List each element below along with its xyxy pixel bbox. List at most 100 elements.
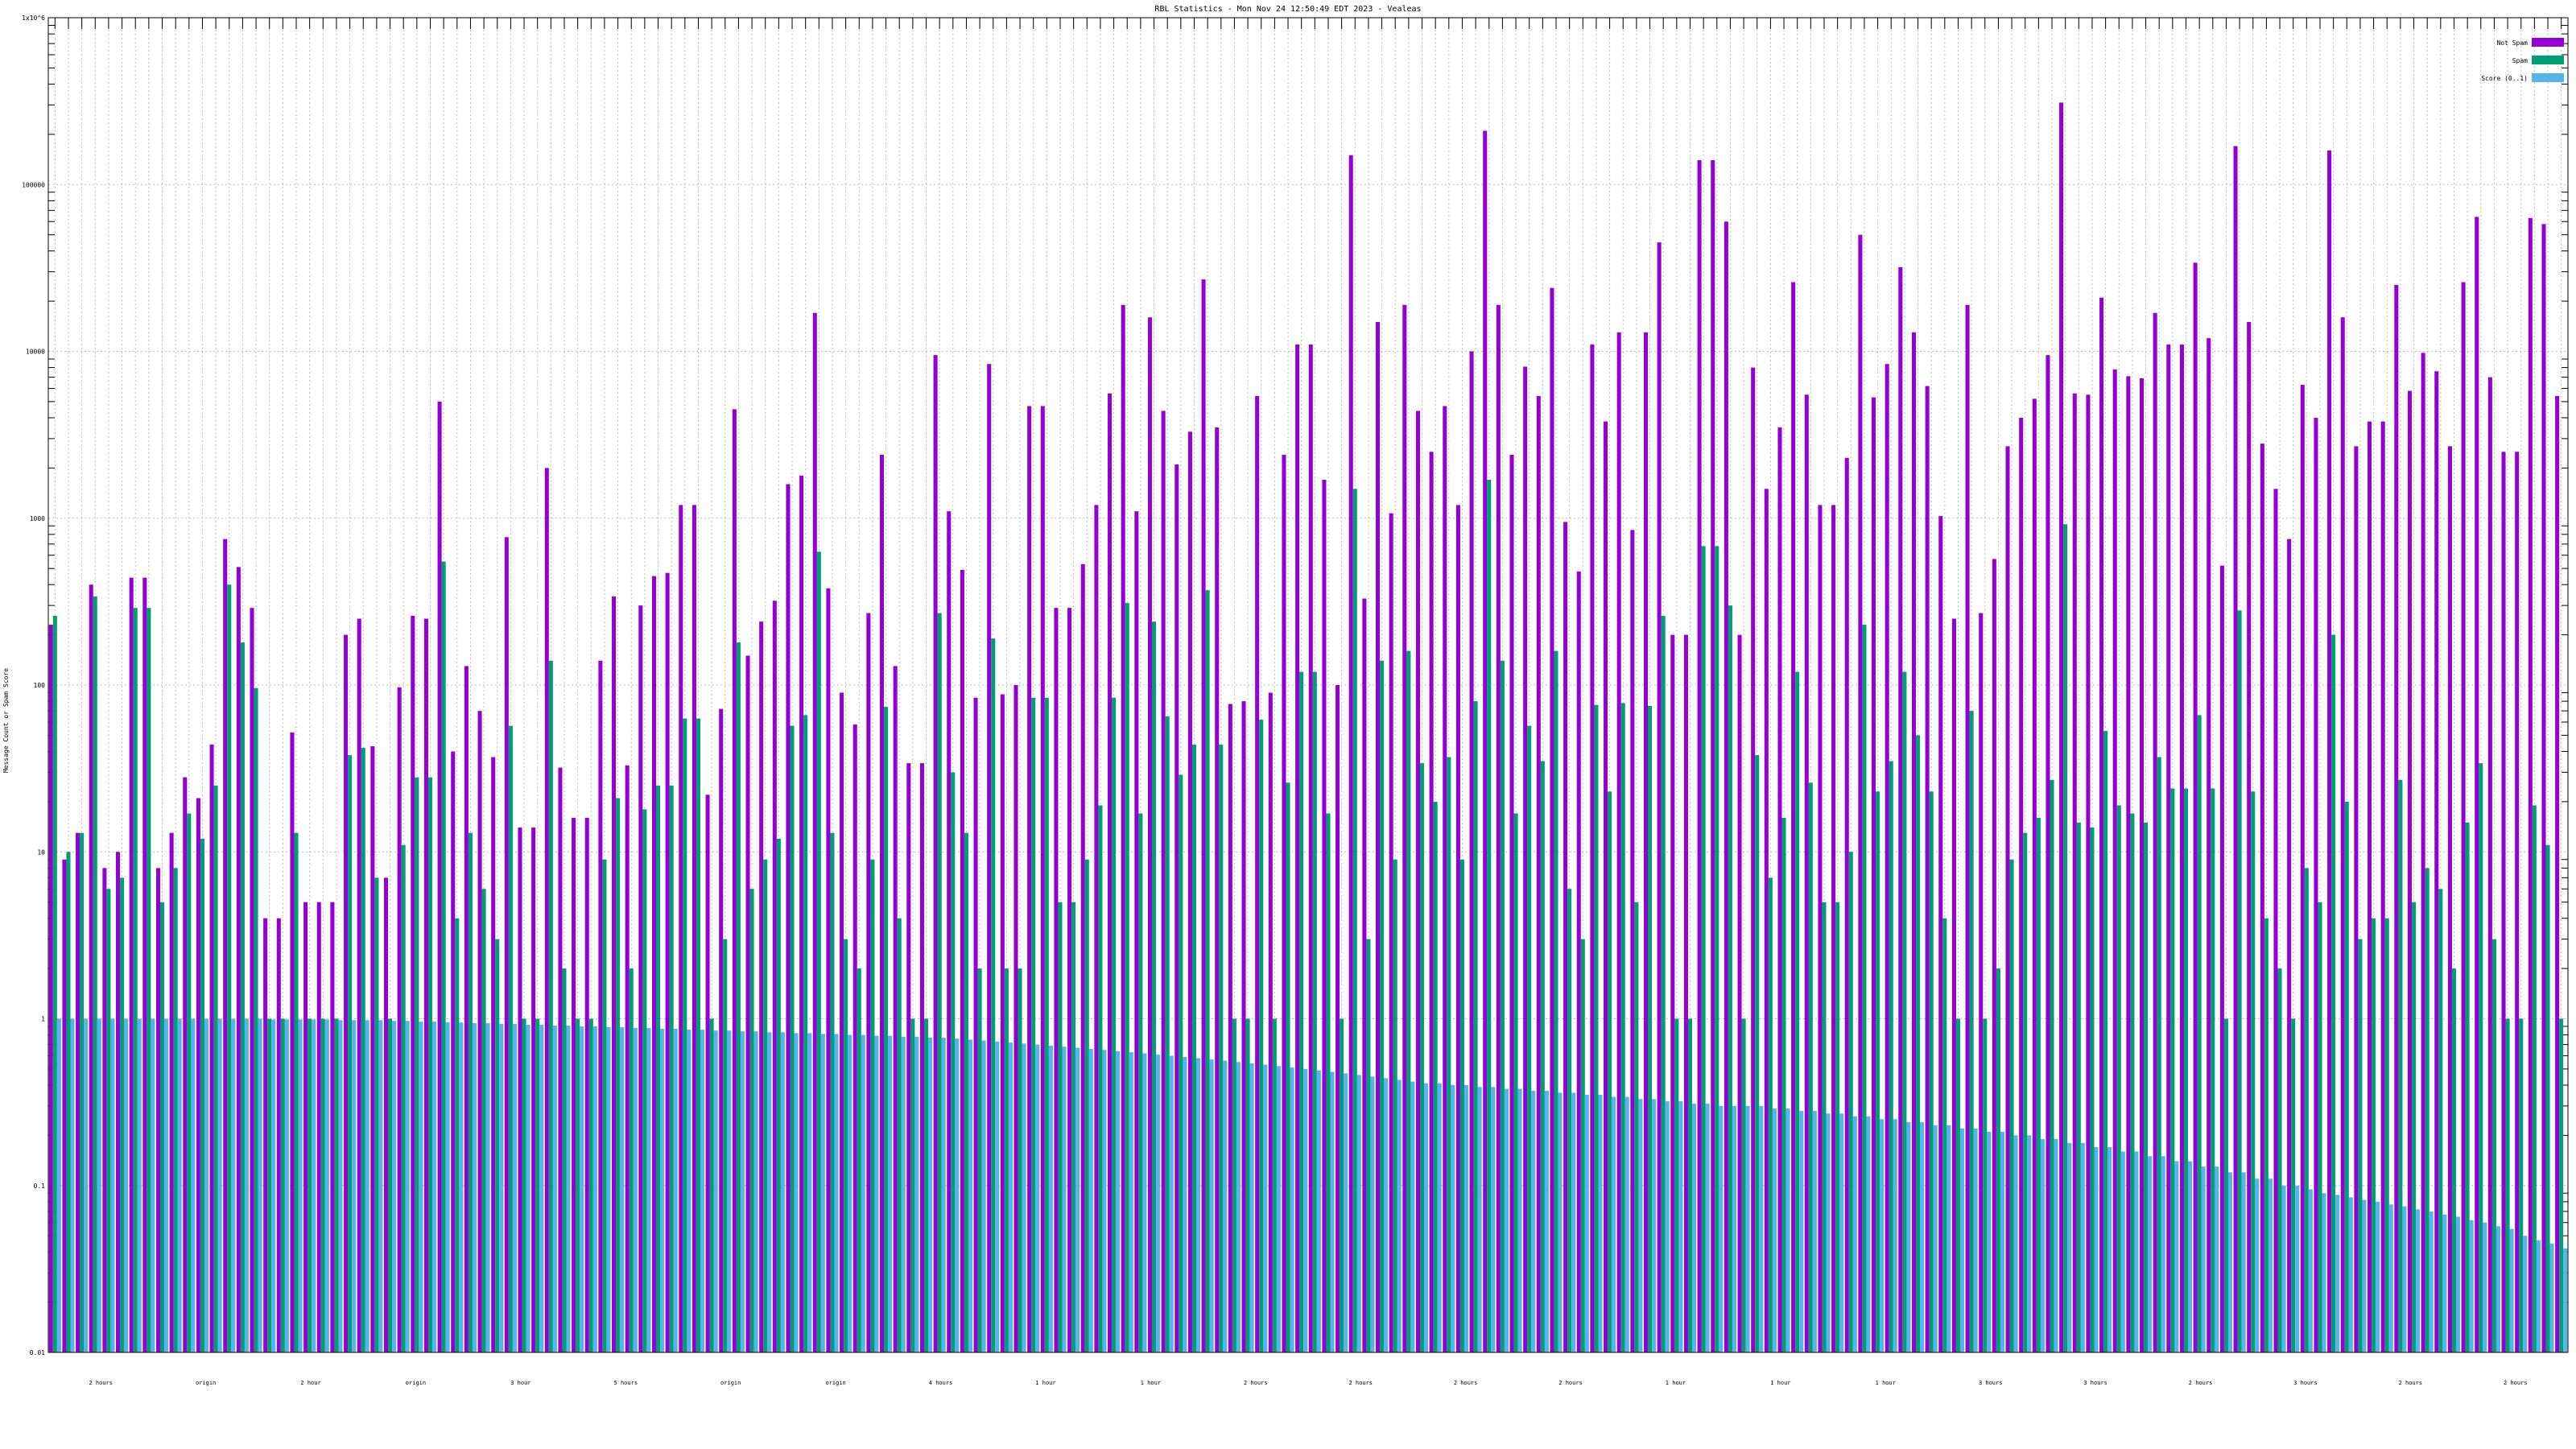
bar-score-0-1 — [1183, 1056, 1187, 1352]
bar-score-0-1 — [660, 1029, 665, 1352]
bar-spam — [2465, 822, 2470, 1352]
bar-not-spam — [2407, 390, 2413, 1352]
bar-score-0-1 — [324, 1019, 329, 1352]
x-group-label: 1 hour — [1666, 1380, 1686, 1386]
bar-spam — [267, 1018, 272, 1352]
bar-score-0-1 — [1116, 1051, 1121, 1352]
bar-score-0-1 — [1719, 1105, 1724, 1352]
bar-spam — [120, 877, 125, 1352]
bar-score-0-1 — [2295, 1185, 2300, 1352]
bar-not-spam — [383, 877, 389, 1352]
bar-score-0-1 — [995, 1041, 1000, 1352]
bar-not-spam — [1576, 571, 1581, 1352]
bar-not-spam — [290, 732, 295, 1352]
bar-not-spam — [691, 505, 696, 1353]
bar-score-0-1 — [2335, 1195, 2340, 1352]
bar-spam — [1406, 650, 1411, 1352]
bar-spam — [1138, 813, 1143, 1352]
bar-spam — [1916, 735, 1921, 1352]
bar-spam — [1955, 1018, 1960, 1352]
bar-score-0-1 — [124, 1018, 129, 1352]
bar-not-spam — [1241, 701, 1246, 1352]
bar-score-0-1 — [834, 1034, 839, 1352]
bar-not-spam — [1751, 367, 1756, 1352]
bar-not-spam — [76, 832, 80, 1352]
bar-not-spam — [2287, 539, 2292, 1352]
x-group-label: 3 hours — [2083, 1380, 2107, 1386]
bar-spam — [1835, 902, 1840, 1352]
bar-not-spam — [2354, 446, 2359, 1352]
bar-score-0-1 — [767, 1032, 772, 1352]
bar-spam — [1608, 791, 1612, 1352]
bar-score-0-1 — [2000, 1131, 2004, 1352]
bar-not-spam — [357, 618, 361, 1352]
bar-score-0-1 — [1290, 1067, 1294, 1352]
bar-score-0-1 — [338, 1020, 343, 1352]
bar-score-0-1 — [231, 1018, 236, 1352]
bar-not-spam — [1335, 685, 1340, 1352]
bar-not-spam — [263, 918, 268, 1352]
bar-score-0-1 — [1223, 1060, 1228, 1352]
bar-spam — [629, 968, 634, 1352]
bar-spam — [1286, 782, 1290, 1352]
bar-score-0-1 — [753, 1031, 758, 1352]
bar-not-spam — [1831, 505, 1836, 1353]
bar-not-spam — [1295, 344, 1300, 1352]
bar-score-0-1 — [1102, 1050, 1107, 1352]
legend-label: Spam — [2512, 57, 2528, 64]
bar-score-0-1 — [2308, 1189, 2313, 1352]
bar-score-0-1 — [1491, 1087, 1496, 1352]
bar-not-spam — [1027, 406, 1032, 1352]
bar-score-0-1 — [1665, 1101, 1670, 1352]
bar-not-spam — [1282, 454, 1286, 1353]
bar-not-spam — [102, 868, 107, 1352]
bar-spam — [763, 859, 768, 1352]
bar-spam — [736, 642, 741, 1352]
bar-not-spam — [1201, 279, 1206, 1352]
legend-label: Score (0..1) — [2481, 75, 2528, 82]
bar-spam — [1366, 939, 1371, 1352]
bar-not-spam — [2126, 376, 2131, 1353]
bar-not-spam — [1777, 427, 1782, 1352]
bar-spam — [2023, 832, 2028, 1352]
x-group-label: origin — [720, 1380, 741, 1386]
bar-not-spam — [142, 577, 147, 1352]
bar-spam — [1272, 1018, 1277, 1352]
bar-score-0-1 — [1598, 1094, 1603, 1352]
bar-score-0-1 — [1344, 1073, 1348, 1352]
bar-spam — [427, 777, 433, 1352]
y-tick-label: 10000 — [26, 349, 45, 356]
bar-not-spam — [2314, 417, 2318, 1352]
bar-score-0-1 — [177, 1018, 182, 1352]
bar-score-0-1 — [392, 1021, 397, 1352]
bar-score-0-1 — [432, 1022, 437, 1352]
bar-spam — [749, 889, 754, 1352]
bar-spam — [2090, 827, 2095, 1352]
bar-spam — [2264, 918, 2268, 1352]
bar-not-spam — [209, 744, 214, 1352]
bar-score-0-1 — [405, 1021, 410, 1352]
bar-score-0-1 — [1544, 1090, 1549, 1352]
bar-spam — [2103, 731, 2108, 1352]
bar-spam — [1808, 782, 1813, 1352]
bar-score-0-1 — [2496, 1226, 2500, 1352]
bar-spam — [1125, 603, 1129, 1352]
bar-score-0-1 — [1946, 1125, 1951, 1352]
legend-swatch — [2532, 56, 2564, 64]
bar-score-0-1 — [1316, 1070, 1321, 1352]
bar-not-spam — [316, 902, 321, 1352]
bar-score-0-1 — [794, 1033, 799, 1352]
bar-score-0-1 — [580, 1026, 584, 1352]
bar-not-spam — [2501, 452, 2506, 1353]
bar-spam — [1487, 479, 1492, 1352]
bar-spam — [2036, 817, 2041, 1352]
bar-not-spam — [2059, 102, 2064, 1353]
x-group-label: 4 hours — [929, 1380, 953, 1386]
bar-not-spam — [572, 817, 576, 1352]
bar-score-0-1 — [1584, 1094, 1589, 1352]
bar-spam — [1312, 671, 1317, 1352]
bar-score-0-1 — [526, 1025, 530, 1352]
bar-not-spam — [772, 601, 777, 1352]
bar-spam — [1822, 902, 1827, 1352]
bar-score-0-1 — [2563, 1248, 2568, 1352]
